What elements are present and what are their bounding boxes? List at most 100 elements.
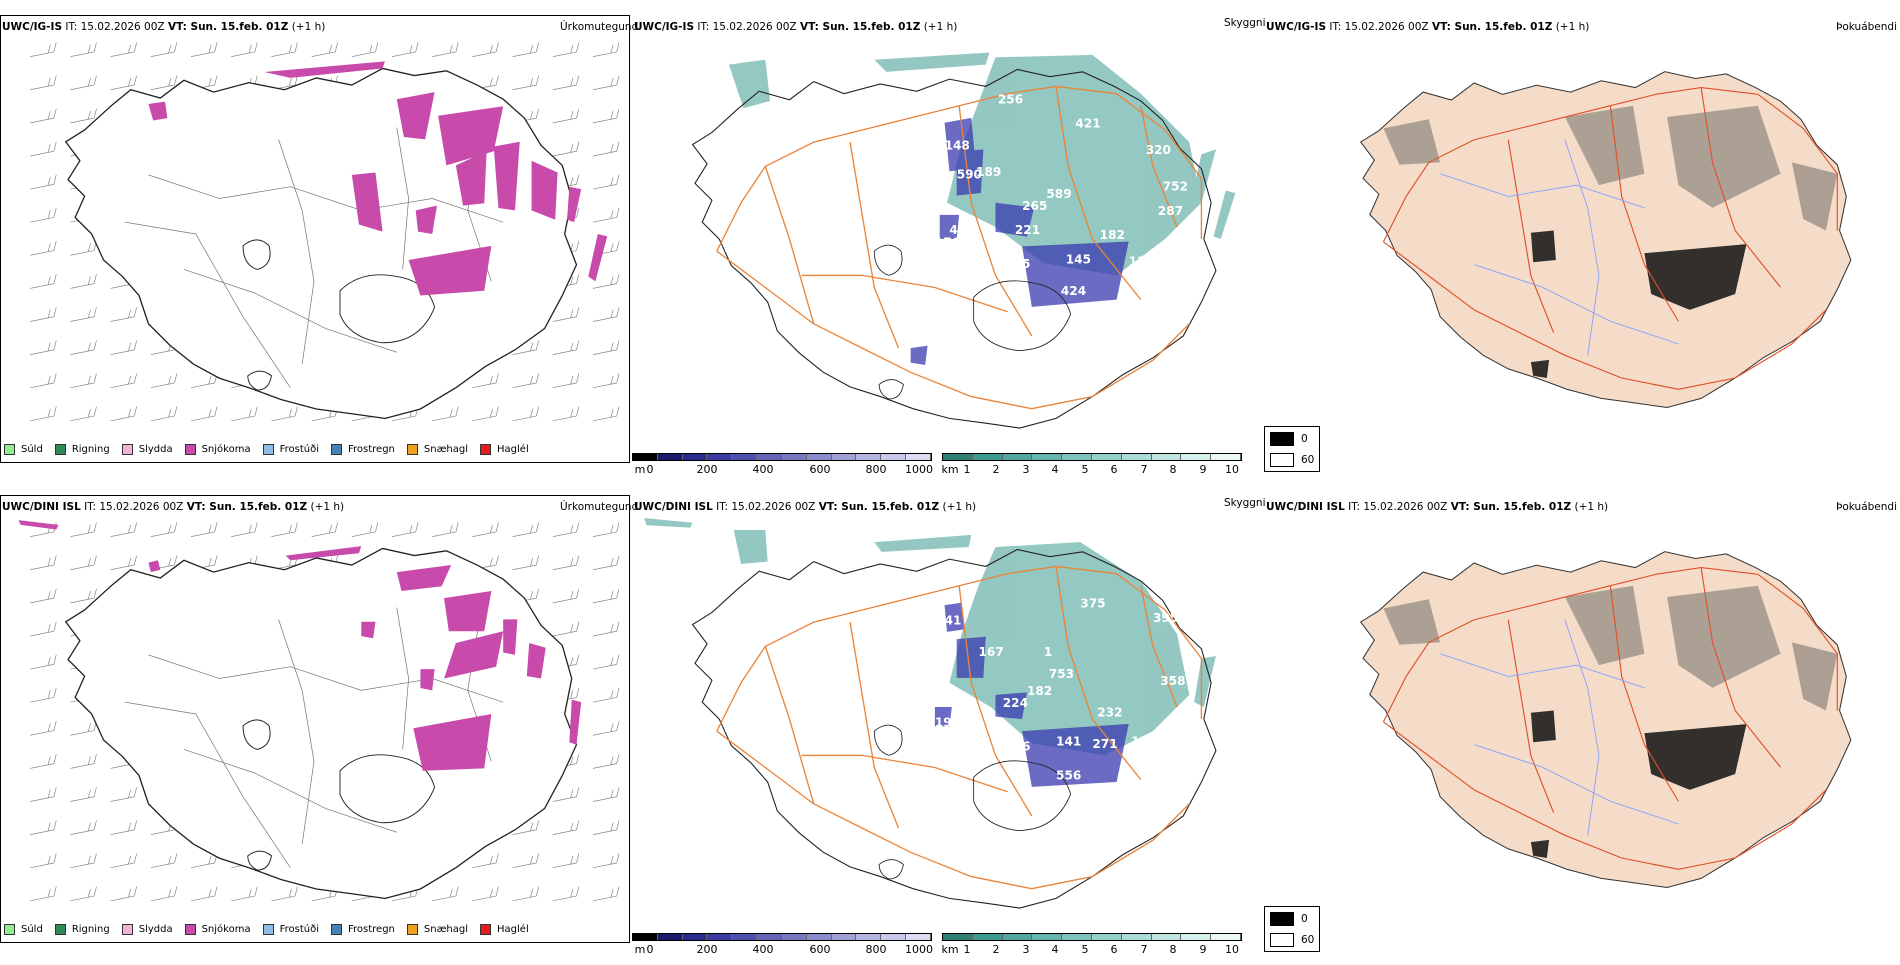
wind-barb xyxy=(311,42,338,57)
wind-barb xyxy=(30,787,57,802)
ptype-panel-bottom: UWC/DINI ISL IT: 15.02.2026 00Z VT: Sun.… xyxy=(0,495,638,965)
value-label: 182 xyxy=(1100,228,1125,242)
valid-time: VT: Sun. 15.feb. 01Z xyxy=(167,21,289,33)
legend-item-frostregn: Frostregn xyxy=(331,923,395,935)
legend-item-snjokoma: Snjókoma xyxy=(184,443,251,455)
panel-header: UWC/DINI ISL IT: 15.02.2026 00Z VT: Sun.… xyxy=(634,501,976,513)
panel-frame xyxy=(0,15,630,463)
value-label: 41 xyxy=(945,614,962,628)
wind-barb xyxy=(70,241,97,256)
wind-barb xyxy=(271,886,298,902)
wind-barb xyxy=(30,340,57,355)
swatch xyxy=(406,923,418,935)
road-network xyxy=(1382,566,1838,870)
model-name: UWC/DINI ISL xyxy=(634,501,713,513)
fog-key: 0 60 xyxy=(1264,426,1320,472)
colorbar-ticks: m 0 200 400 600 800 1000 xyxy=(634,943,933,956)
panel-title: Þokuábendi xyxy=(1836,501,1897,513)
cloud-panel-top: UWC/IG-IS IT: 15.02.2026 00Z VT: Sun. 15… xyxy=(632,15,1266,485)
wind-barb xyxy=(30,207,57,223)
swatch xyxy=(4,923,15,935)
wind-barb xyxy=(70,787,97,802)
value-label: 320 xyxy=(1146,143,1171,157)
wind-barb xyxy=(30,820,57,835)
wind-barb xyxy=(110,820,137,835)
wind-barb xyxy=(190,406,218,422)
fog-key: 0 60 xyxy=(1264,906,1320,952)
wind-barb xyxy=(110,555,137,571)
wind-barb xyxy=(311,522,338,537)
model-name: UWC/DINI ISL xyxy=(1266,501,1345,513)
legend-item-rigning: Rigning xyxy=(54,443,110,455)
wind-barb xyxy=(30,588,57,604)
swatch xyxy=(121,443,133,455)
cloud-base-values: 256 421 320 148 189 590 589 752 265 287 … xyxy=(935,92,1188,297)
wind-barb xyxy=(592,853,620,869)
panel-frame xyxy=(0,495,630,943)
swatch xyxy=(262,923,274,935)
wind-barb xyxy=(592,42,620,57)
value-label: 176 xyxy=(935,235,960,249)
wind-barb xyxy=(472,522,499,537)
ptype-panel-top: UWC/IG-IS IT: 15.02.2026 00Z VT: Sun. 15… xyxy=(0,15,638,485)
wind-barb xyxy=(592,274,620,289)
legend-item-haglel: Haglél xyxy=(480,443,529,455)
value-label: 753 xyxy=(1049,667,1074,681)
ptype-legend: Súld Rigning Slydda Snjókoma Frostúði Fr… xyxy=(4,439,541,459)
wind-barb xyxy=(592,340,620,355)
value-label: 256 xyxy=(998,92,1023,106)
wind-barb xyxy=(70,522,97,537)
glacier-outline xyxy=(878,858,904,880)
legend-item-snaehagl: Snæhagl xyxy=(406,923,468,935)
road-network xyxy=(716,85,1203,410)
wind-barb xyxy=(70,108,97,124)
value-label: 148 xyxy=(945,138,970,152)
wind-barb xyxy=(70,555,97,571)
cloud-map: 256 421 320 148 189 590 589 752 265 287 … xyxy=(691,52,1236,429)
legend-item-snjokoma: Snjókoma xyxy=(184,923,251,935)
wind-barb xyxy=(391,522,419,537)
legend-item-haglel: Haglél xyxy=(480,923,529,935)
wind-barb xyxy=(552,141,580,157)
wind-barb xyxy=(70,721,97,736)
wind-barb xyxy=(190,886,218,902)
wind-barb xyxy=(150,42,178,57)
swatch xyxy=(121,923,133,935)
panel-header: UWC/IG-IS IT: 15.02.2026 00Z VT: Sun. 15… xyxy=(1266,21,1589,33)
swatch xyxy=(406,443,418,455)
swatch xyxy=(262,443,274,455)
value-label: 752 xyxy=(1163,180,1188,194)
wind-barb xyxy=(70,274,97,289)
model-name: UWC/IG-IS xyxy=(1266,21,1327,33)
wind-barb xyxy=(552,886,580,902)
wind-barb xyxy=(552,373,580,389)
wind-barb xyxy=(30,853,57,869)
legend-item-slydda: Slydda xyxy=(121,443,173,455)
ptype-legend: Súld Rigning Slydda Snjókoma Frostúði Fr… xyxy=(4,919,541,939)
init-time: IT: 15.02.2026 00Z xyxy=(697,21,797,33)
wind-barb xyxy=(592,721,620,736)
wind-barb xyxy=(592,787,620,802)
snow-areas xyxy=(148,61,608,296)
value-label: 375 xyxy=(1080,597,1105,611)
wind-barb xyxy=(30,721,57,736)
wind-barb xyxy=(552,820,580,835)
swatch xyxy=(54,443,66,455)
colorbar-ticks: km 1 2 3 4 5 6 7 8 9 10 xyxy=(941,463,1239,476)
wind-barb xyxy=(30,754,57,769)
wind-barb xyxy=(552,108,580,124)
wind-barb xyxy=(110,886,137,902)
value-label: 224 xyxy=(1003,696,1028,710)
colorbar-cells xyxy=(942,453,1242,461)
wind-barb xyxy=(552,75,580,91)
wind-barb xyxy=(110,522,137,537)
wind-barb xyxy=(432,522,459,537)
top-row: UWC/IG-IS IT: 15.02.2026 00Z VT: Sun. 15… xyxy=(0,15,1900,485)
key-swatch-dark xyxy=(1270,912,1294,926)
glacier-outline xyxy=(873,724,903,757)
value-label: 589 xyxy=(1046,187,1071,201)
panel-title: Skyggni xyxy=(1224,17,1266,29)
wind-barb xyxy=(30,75,57,91)
wind-barb xyxy=(592,307,620,322)
init-time: IT: 15.02.2026 00Z xyxy=(716,501,816,513)
